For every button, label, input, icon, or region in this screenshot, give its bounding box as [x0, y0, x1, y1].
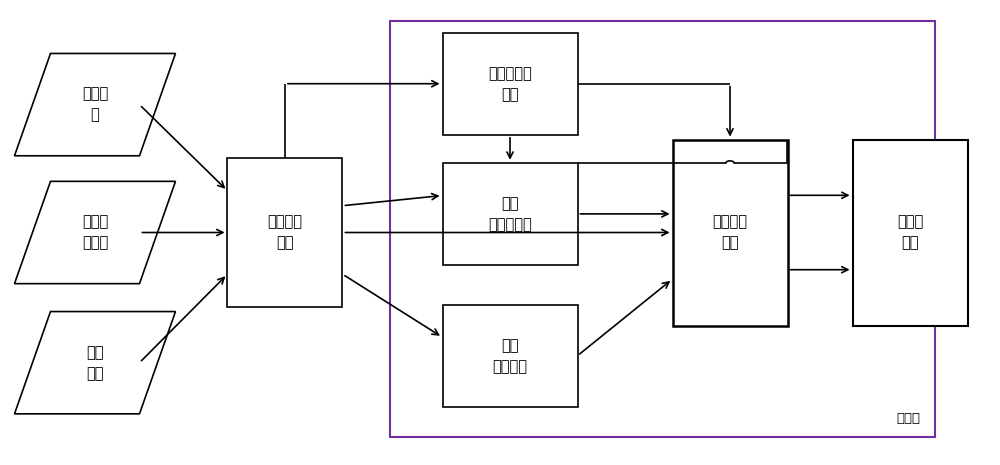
- Polygon shape: [15, 53, 176, 156]
- Text: 空压机能耗
模型: 空压机能耗 模型: [488, 66, 532, 102]
- Bar: [442, 33, 578, 135]
- Text: 压缩空
气管网: 压缩空 气管网: [82, 214, 108, 251]
- Polygon shape: [15, 312, 176, 414]
- Text: 数据采集
模块: 数据采集 模块: [268, 214, 302, 251]
- Text: 空压机
站: 空压机 站: [82, 86, 108, 123]
- Bar: [852, 140, 968, 326]
- Bar: [672, 140, 788, 326]
- Text: 优化控制
模块: 优化控制 模块: [712, 214, 748, 251]
- Text: 客户端
模块: 客户端 模块: [897, 214, 923, 251]
- Text: 管网
分析及预测: 管网 分析及预测: [488, 196, 532, 232]
- Text: 服务端: 服务端: [896, 412, 920, 425]
- Polygon shape: [15, 181, 176, 284]
- Text: 计划
系统: 计划 系统: [86, 345, 104, 381]
- Bar: [227, 158, 342, 307]
- Bar: [442, 305, 578, 407]
- Bar: [390, 21, 935, 437]
- Text: 设备
运行分析: 设备 运行分析: [492, 338, 528, 374]
- Bar: [442, 163, 578, 265]
